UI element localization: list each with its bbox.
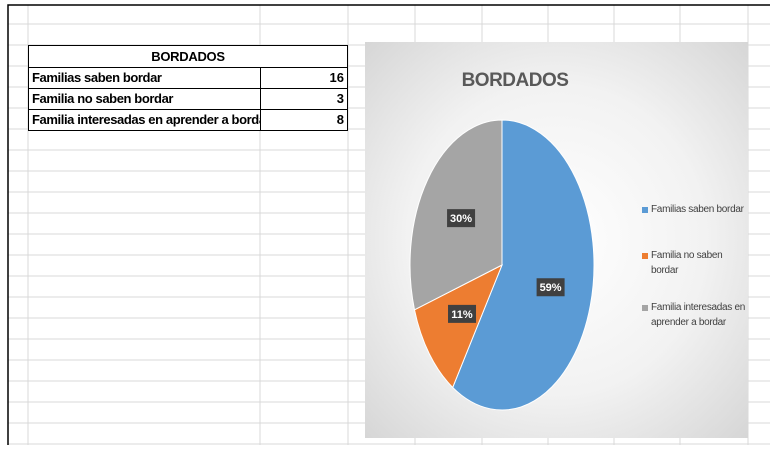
- cell: Familias saben bordar: [29, 68, 261, 88]
- cell: 16: [329, 70, 344, 85]
- chart: 59% 11% 30% BORDADOS Familias saben bordar…: [365, 42, 748, 438]
- table-row: Familia interesadas en aprender a bordar…: [29, 109, 347, 130]
- cell: 8: [336, 112, 344, 127]
- data-label-box: [448, 304, 477, 323]
- data-table: BORDADOS Familias saben bordar 16 Familia…: [28, 45, 348, 131]
- table-title: BORDADOS: [151, 49, 225, 64]
- legend-entry: Familia no saben bordar: [642, 248, 748, 278]
- legend-entry: Familia interesadas en aprender a bordar: [642, 300, 748, 330]
- legend-label: Familia interesadas en aprender a bordar: [651, 302, 746, 328]
- table-row: Familias saben bordar 16: [29, 67, 347, 88]
- chart-title: BORDADOS: [461, 70, 569, 91]
- pie-plot: 59% 11% 30%: [409, 119, 595, 411]
- legend-swatch: [642, 207, 648, 213]
- cell: Familia no saben bordar: [29, 89, 261, 109]
- legend-swatch: [642, 253, 648, 259]
- sheet-border: [7, 4, 770, 445]
- data-label: 11%: [451, 309, 473, 321]
- cell: Familia interesadas en aprender a bordar: [29, 110, 261, 130]
- data-label: 59%: [540, 282, 562, 294]
- data-label-box: [447, 209, 476, 228]
- data-label: 30%: [450, 213, 472, 225]
- legend-entry: Familias saben bordar: [642, 202, 744, 217]
- table-row: Familia no saben bordar 3: [29, 88, 347, 109]
- legend-swatch: [642, 305, 648, 311]
- data-label-box: [536, 278, 565, 297]
- legend-label: Familias saben bordar: [651, 204, 744, 215]
- cell: 3: [336, 91, 344, 106]
- pie-slice: [413, 263, 503, 389]
- legend-label: Familia no saben bordar: [651, 250, 723, 276]
- pie-slice: [452, 119, 595, 411]
